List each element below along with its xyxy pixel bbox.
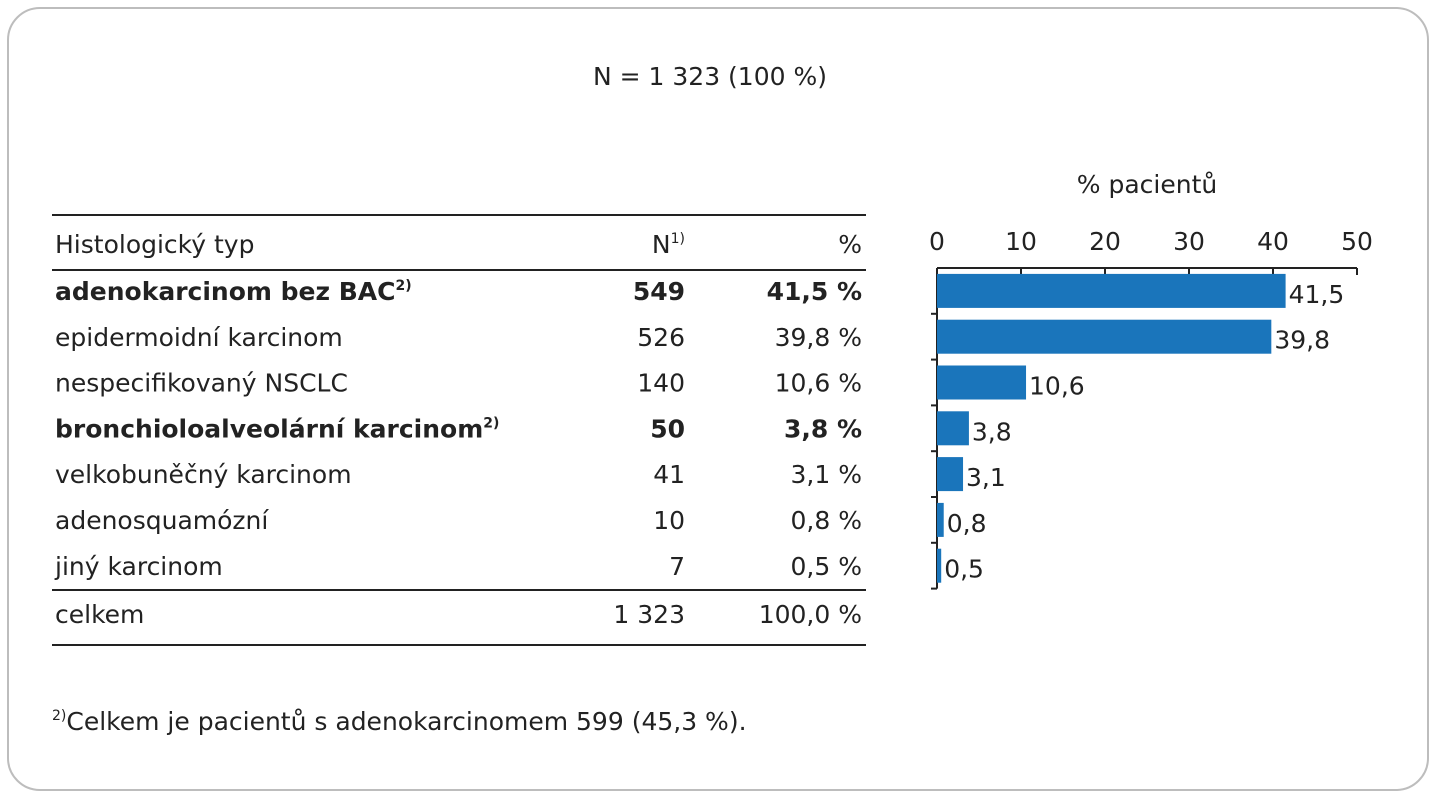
- cell-text: velkobuněčný karcinom: [55, 460, 352, 489]
- cell-sup: 1): [671, 231, 685, 247]
- x-tick-label: 0: [929, 227, 945, 256]
- cell-sup: 2): [483, 415, 499, 431]
- table-cell: N1): [652, 230, 685, 259]
- cell-text: 50: [650, 414, 685, 443]
- table-cell: 1 323: [613, 600, 685, 629]
- cell-text: 100,0 %: [759, 600, 862, 629]
- cell-text: jiný karcinom: [54, 552, 223, 581]
- cell-sup: 2): [396, 278, 412, 294]
- table-cell: 39,8 %: [775, 323, 862, 352]
- bar: [937, 457, 964, 492]
- table-cell: 10: [653, 506, 685, 535]
- table-cell: 41,5 %: [767, 277, 862, 306]
- cell-text: 140: [637, 369, 685, 398]
- frame: [7, 7, 1429, 791]
- table-cell: 549: [633, 277, 685, 306]
- cell-text: 0,8 %: [791, 506, 862, 535]
- cell-text: adenokarcinom bez BAC: [55, 277, 396, 306]
- value-label: 10,6: [1029, 372, 1085, 401]
- cell-text: bronchioloalveolární karcinom: [55, 414, 483, 443]
- cell-text: 41,5 %: [767, 277, 862, 306]
- x-tick-label: 40: [1257, 227, 1289, 256]
- cell-text: 1 323: [613, 600, 685, 629]
- table-cell: adenosquamózní: [55, 506, 269, 535]
- cell-text: Histologický typ: [55, 230, 254, 259]
- table-cell: 7: [669, 552, 685, 581]
- table-cell: 140: [637, 369, 685, 398]
- x-tick-label: 20: [1089, 227, 1121, 256]
- cell-text: 3,1 %: [791, 460, 862, 489]
- table-cell: adenokarcinom bez BAC2): [55, 277, 412, 306]
- x-tick-label: 30: [1173, 227, 1205, 256]
- footnote: 2)Celkem je pacientů s adenokarcinomem 5…: [52, 707, 747, 736]
- table-cell: velkobuněčný karcinom: [55, 460, 352, 489]
- table-cell: %: [838, 230, 862, 259]
- value-label: 41,5: [1289, 280, 1345, 309]
- bar: [937, 365, 1027, 400]
- value-label: 39,8: [1274, 326, 1330, 355]
- cell-text: 3,8 %: [784, 414, 862, 443]
- value-label: 0,5: [944, 555, 984, 584]
- bar: [937, 411, 969, 446]
- table-cell: jiný karcinom: [54, 552, 223, 581]
- cell-text: %: [838, 230, 862, 259]
- table-cell: epidermoidní karcinom: [55, 323, 343, 352]
- table-cell: 100,0 %: [759, 600, 862, 629]
- value-label: 0,8: [947, 509, 987, 538]
- table-cell: 50: [650, 414, 685, 443]
- table-cell: 0,5 %: [791, 552, 862, 581]
- table-cell: 0,8 %: [791, 506, 862, 535]
- cell-text: nespecifikovaný NSCLC: [55, 369, 348, 398]
- cell-text: adenosquamózní: [55, 506, 269, 535]
- table-cell: 10,6 %: [775, 369, 862, 398]
- table-cell: Histologický typ: [55, 230, 254, 259]
- table-cell: 3,8 %: [784, 414, 862, 443]
- cell-text: 0,5 %: [791, 552, 862, 581]
- cell-text: celkem: [55, 600, 144, 629]
- bar: [937, 273, 1286, 308]
- cell-text: 526: [637, 323, 685, 352]
- bar: [937, 502, 944, 537]
- table-cell: 526: [637, 323, 685, 352]
- cell-text: 10: [653, 506, 685, 535]
- cell-text: N: [652, 230, 671, 259]
- cell-text: 41: [653, 460, 685, 489]
- title: N = 1 323 (100 %): [593, 62, 827, 91]
- x-tick-label: 50: [1341, 227, 1373, 256]
- table-cell: bronchioloalveolární karcinom2): [55, 414, 499, 443]
- bar: [937, 319, 1272, 354]
- value-label: 3,1: [966, 463, 1006, 492]
- axis-label: % pacientů: [1077, 170, 1217, 199]
- footnote-sup: 2): [52, 708, 66, 724]
- cell-text: 549: [633, 277, 685, 306]
- cell-text: 7: [669, 552, 685, 581]
- footnote-text: Celkem je pacientů s adenokarcinomem 599…: [66, 707, 746, 736]
- table-cell: 3,1 %: [791, 460, 862, 489]
- cell-text: epidermoidní karcinom: [55, 323, 343, 352]
- value-label: 3,8: [972, 417, 1012, 446]
- table-cell: 41: [653, 460, 685, 489]
- cell-text: 39,8 %: [775, 323, 862, 352]
- x-tick-label: 10: [1005, 227, 1037, 256]
- table-cell: nespecifikovaný NSCLC: [55, 369, 348, 398]
- cell-text: 10,6 %: [775, 369, 862, 398]
- table-cell: celkem: [55, 600, 144, 629]
- bar: [937, 548, 942, 583]
